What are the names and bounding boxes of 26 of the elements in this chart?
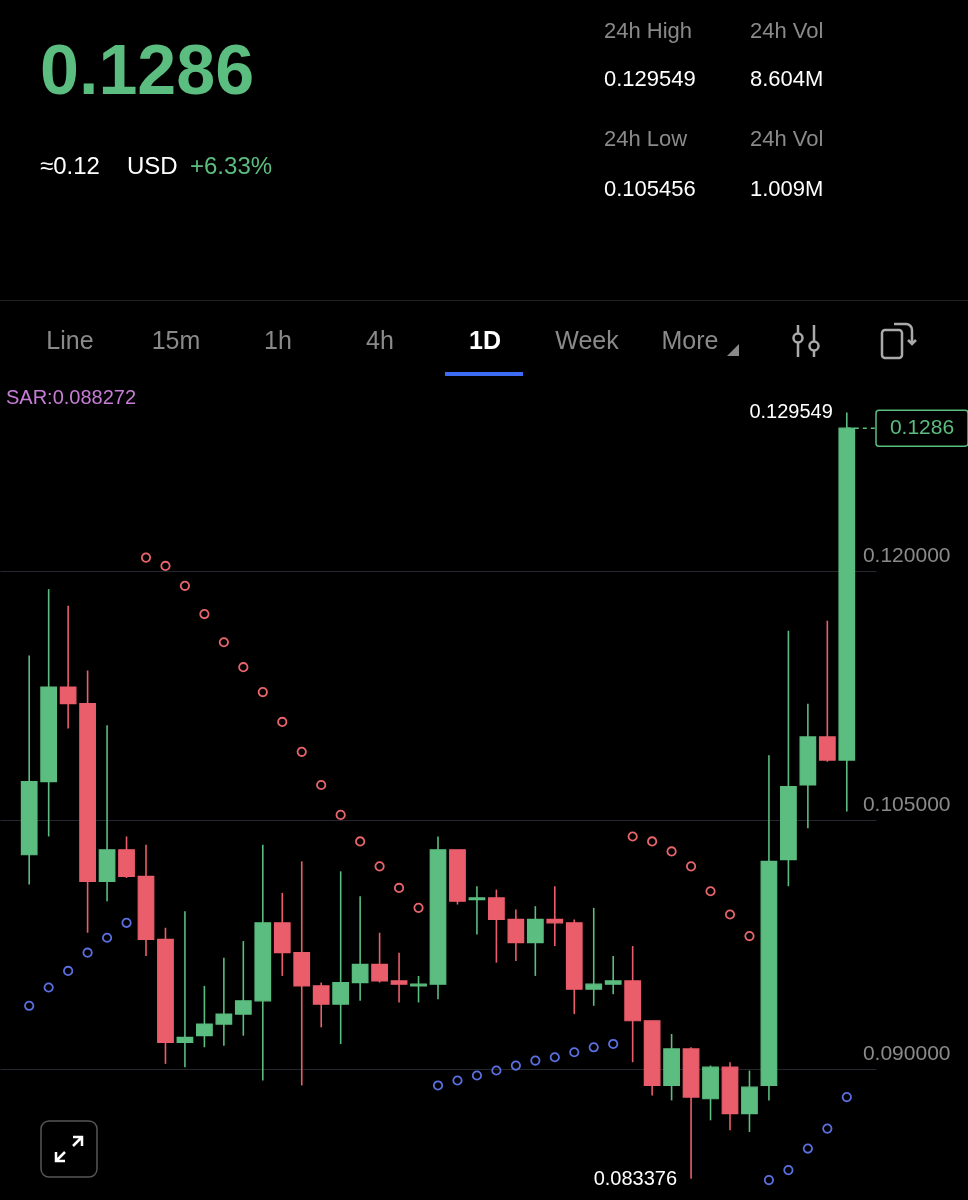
text: 24h High: [604, 18, 693, 44]
text: 0.105456: [604, 176, 696, 202]
text: Week: [555, 326, 619, 355]
text: 8.604M: [750, 66, 824, 92]
text: 4h: [366, 326, 394, 355]
text: 1D: [469, 326, 501, 355]
text: USD: [127, 152, 178, 180]
text: 1h: [264, 326, 292, 355]
text: 24h Vol: [750, 126, 824, 152]
annotation: 0.083376: [593, 1166, 678, 1189]
annotation: 0.129549: [749, 400, 833, 423]
text: 24h Vol: [750, 18, 824, 44]
text: ≈0.12: [40, 152, 100, 180]
y-tick-label: 0.105000: [862, 792, 951, 816]
text: 24h Low: [604, 126, 688, 152]
chart-title: 0.1286: [40, 30, 255, 110]
text: +6.33%: [190, 152, 273, 180]
text: Line: [46, 326, 94, 355]
annotation: SAR:0.088272: [6, 386, 137, 409]
text: 1.009M: [750, 176, 824, 202]
y-tick-label: 0.090000: [862, 1041, 951, 1065]
text: 15m: [151, 326, 201, 355]
text: More: [661, 326, 719, 355]
y-tick-label: 0.120000: [862, 543, 951, 567]
text: 0.129549: [604, 66, 696, 92]
ref-line-label: 0.1286: [889, 415, 955, 439]
